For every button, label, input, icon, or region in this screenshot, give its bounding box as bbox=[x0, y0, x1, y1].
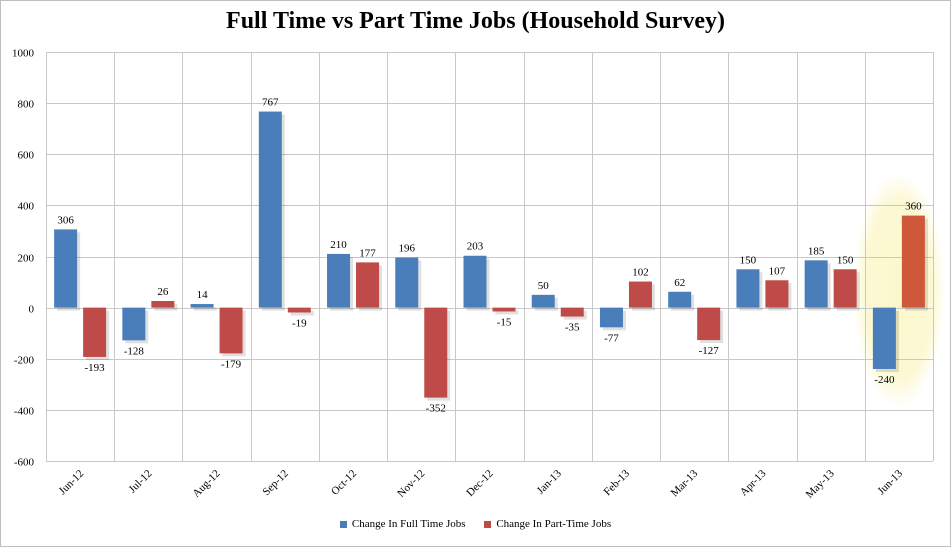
bar-full-time bbox=[872, 307, 896, 369]
y-tick-label: 200 bbox=[18, 253, 35, 265]
bar-part-time bbox=[560, 307, 584, 317]
y-tick-label: -600 bbox=[14, 457, 35, 469]
x-tick-label: Dec-12 bbox=[464, 468, 495, 499]
x-tick-label: Jun-13 bbox=[875, 467, 905, 497]
bar-part-time bbox=[765, 280, 789, 308]
bar-full-time bbox=[54, 229, 78, 308]
data-label-part-time: -127 bbox=[699, 345, 720, 357]
y-tick-label: 400 bbox=[18, 201, 35, 213]
y-tick-label: 600 bbox=[18, 150, 35, 162]
data-label-full-time: 14 bbox=[197, 289, 209, 301]
bar-full-time bbox=[668, 291, 692, 308]
bar-full-time bbox=[599, 307, 623, 328]
data-label-part-time: 102 bbox=[632, 267, 649, 279]
highlight-ellipse bbox=[852, 172, 945, 408]
data-label-full-time: 196 bbox=[399, 243, 416, 255]
data-label-part-time: -193 bbox=[85, 362, 106, 374]
x-tick-label: Jan-13 bbox=[535, 467, 565, 497]
x-tick-label: Nov-12 bbox=[395, 468, 427, 500]
legend-item-full-time: Change In Full Time Jobs bbox=[339, 518, 466, 530]
bar-part-time bbox=[424, 307, 448, 398]
x-tick-label: Sep-12 bbox=[260, 468, 291, 499]
data-label-part-time: -35 bbox=[565, 322, 580, 334]
data-label-full-time: 203 bbox=[467, 241, 484, 253]
data-label-full-time: 50 bbox=[538, 280, 550, 292]
bar-full-time bbox=[531, 294, 555, 308]
bar-part-time bbox=[833, 269, 857, 308]
bar-full-time bbox=[122, 307, 146, 341]
x-tick-label: Oct-12 bbox=[329, 468, 359, 498]
x-tick-label: May-13 bbox=[804, 467, 837, 500]
y-tick-label: 0 bbox=[29, 304, 35, 316]
data-label-full-time: 210 bbox=[330, 239, 347, 251]
x-tick-label: Feb-13 bbox=[602, 467, 633, 498]
data-label-part-time: -179 bbox=[221, 358, 242, 370]
legend-label-part-time: Change In Part-Time Jobs bbox=[496, 518, 612, 530]
data-label-part-time: 150 bbox=[837, 254, 854, 266]
bar-part-time bbox=[356, 262, 380, 308]
data-label-part-time: -15 bbox=[497, 316, 512, 328]
y-tick-label: 1000 bbox=[12, 48, 35, 60]
bar-part-time bbox=[287, 307, 311, 313]
x-tick-label: Apr-13 bbox=[738, 467, 769, 498]
x-tick-label: Jul-12 bbox=[127, 468, 155, 496]
bar-shadow bbox=[290, 310, 314, 316]
x-tick-label: Mar-13 bbox=[669, 467, 701, 499]
data-label-full-time: 306 bbox=[57, 214, 74, 226]
bar-part-time bbox=[628, 281, 652, 308]
data-label-full-time: -77 bbox=[604, 332, 619, 344]
bar-full-time bbox=[463, 255, 487, 308]
bar-shadow bbox=[193, 307, 217, 311]
chart-title: Full Time vs Part Time Jobs (Household S… bbox=[226, 8, 725, 34]
data-label-part-time: 107 bbox=[769, 265, 786, 277]
bar-part-time bbox=[901, 215, 925, 308]
bar-part-time bbox=[219, 307, 243, 354]
bar-part-time bbox=[151, 300, 175, 308]
bar-full-time bbox=[327, 253, 351, 308]
data-label-part-time: -19 bbox=[292, 317, 307, 329]
y-tick-label: -200 bbox=[14, 355, 35, 367]
legend-swatch-part-time bbox=[484, 520, 492, 528]
bar-full-time bbox=[736, 269, 760, 308]
bar-part-time bbox=[83, 307, 107, 357]
data-label-full-time: -240 bbox=[874, 374, 895, 386]
data-label-part-time: 360 bbox=[905, 201, 922, 213]
y-tick-label: -400 bbox=[14, 406, 35, 418]
data-label-part-time: 26 bbox=[157, 286, 169, 298]
bar-full-time bbox=[258, 111, 282, 308]
data-label-part-time: 177 bbox=[359, 247, 376, 259]
bar-full-time bbox=[190, 304, 214, 308]
bar-part-time bbox=[697, 307, 721, 341]
y-tick-label: 800 bbox=[18, 99, 35, 111]
x-tick-label: Jun-12 bbox=[57, 468, 87, 498]
bar-part-time bbox=[492, 307, 516, 312]
chart-legend: Change In Full Time Jobs Change In Part-… bbox=[0, 518, 951, 531]
bar-full-time bbox=[395, 257, 419, 308]
data-label-full-time: 62 bbox=[674, 277, 685, 289]
legend-swatch-full-time bbox=[339, 520, 347, 528]
bar-full-time bbox=[804, 260, 828, 308]
data-label-part-time: -352 bbox=[426, 403, 446, 415]
legend-item-part-time: Change In Part-Time Jobs bbox=[484, 518, 611, 530]
data-label-full-time: 767 bbox=[262, 97, 279, 109]
data-label-full-time: -128 bbox=[124, 345, 145, 357]
data-label-full-time: 185 bbox=[808, 245, 825, 257]
legend-label-full-time: Change In Full Time Jobs bbox=[351, 518, 466, 530]
x-tick-label: Aug-12 bbox=[190, 468, 222, 500]
bar-shadow bbox=[495, 310, 519, 315]
data-label-full-time: 150 bbox=[740, 254, 757, 266]
